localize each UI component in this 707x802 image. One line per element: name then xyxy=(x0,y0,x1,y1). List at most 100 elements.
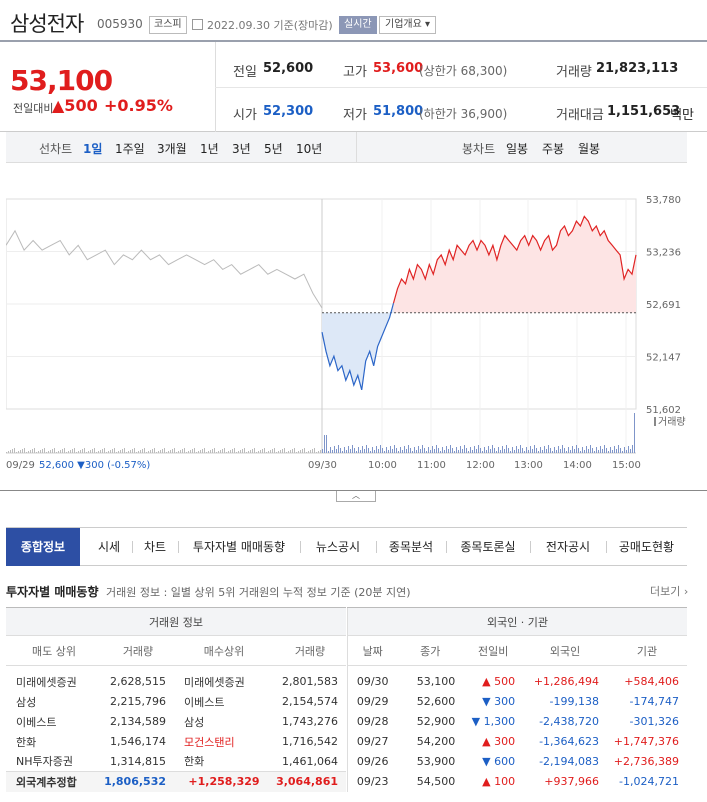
y-tick-label: 52,691 xyxy=(646,300,681,311)
volume-bar xyxy=(14,448,15,453)
company-overview-dropdown[interactable]: 기업개요 ▾ xyxy=(379,16,436,34)
volume-bar xyxy=(124,448,125,453)
volume-bar xyxy=(322,449,323,453)
realtime-button[interactable]: 실시간 xyxy=(339,16,377,34)
broker-table: 거래원 정보 매도 상위 거래량 매수상위 거래량 미래에셋증권 2,628,51… xyxy=(6,607,346,792)
period-1y-tab[interactable]: 1년 xyxy=(200,142,219,156)
volume-bar xyxy=(204,448,205,453)
volume-bar xyxy=(612,450,613,453)
volume-bar xyxy=(590,445,591,453)
current-price: 53,100 xyxy=(10,64,113,97)
volume-bar xyxy=(112,449,113,453)
chart-period-bar: 선차트 1일 1주일 3개월 1년 3년 5년 10년 봉차트 일봉 주봉 월봉 xyxy=(6,132,687,163)
tab-chart[interactable]: 차트 xyxy=(143,540,167,554)
period-5y-tab[interactable]: 5년 xyxy=(264,142,283,156)
more-link[interactable]: 더보기 › xyxy=(650,585,689,598)
volume-bar xyxy=(430,450,431,453)
volume-bar xyxy=(438,448,439,453)
sell-broker[interactable]: 한화 xyxy=(16,735,37,749)
x-tick-label: 11:00 xyxy=(417,460,446,471)
volume-bar xyxy=(622,451,623,453)
buy-volume: 1,716,542 xyxy=(282,735,338,748)
period-1d-tab[interactable]: 1일 xyxy=(83,142,103,156)
volume-bar xyxy=(314,448,315,453)
sell-broker[interactable]: 삼성 xyxy=(16,695,37,709)
period-3m-tab[interactable]: 3개월 xyxy=(157,142,187,156)
divider xyxy=(446,541,447,553)
volume-bar xyxy=(554,447,555,453)
volume-bar xyxy=(48,451,49,453)
candle-weekly-tab[interactable]: 주봉 xyxy=(542,142,565,156)
buy-broker[interactable]: 모건스탠리 xyxy=(184,735,235,749)
tab-disclosure[interactable]: 전자공시 xyxy=(545,540,591,554)
period-1w-tab[interactable]: 1주일 xyxy=(115,142,145,156)
volume-bar xyxy=(520,445,521,453)
collapse-chevron-icon[interactable]: ︿ xyxy=(336,491,376,502)
volume-bar xyxy=(20,450,21,453)
prev-close-value: 52,600 xyxy=(263,61,314,76)
tab-news[interactable]: 뉴스공시 xyxy=(315,540,361,554)
foreign-total-label: 외국계추정합 xyxy=(6,771,102,792)
volume-bar xyxy=(242,449,243,453)
high-value: 53,600 xyxy=(373,61,424,76)
sell-broker[interactable]: NH투자증권 xyxy=(16,755,73,769)
row-change: ▲ 100 xyxy=(482,775,516,788)
volume-bar xyxy=(172,449,173,453)
volume-bar xyxy=(480,448,481,453)
divider xyxy=(300,541,301,553)
volume-bar xyxy=(538,451,539,453)
lower-limit: (하한가 36,900) xyxy=(419,107,508,121)
volume-bar xyxy=(98,451,99,453)
volume-bar xyxy=(450,445,451,453)
row-change: ▼ 1,300 xyxy=(471,715,516,728)
period-10y-tab[interactable]: 10년 xyxy=(296,142,323,156)
tab-investor-trend[interactable]: 투자자별 매매동향 xyxy=(192,540,286,554)
x-tick-label: 14:00 xyxy=(563,460,592,471)
volume-bar xyxy=(440,451,441,453)
tab-price[interactable]: 시세 xyxy=(97,540,121,554)
volume-bar xyxy=(552,451,553,453)
volume-bar xyxy=(542,450,543,453)
volume-bar xyxy=(130,450,131,453)
buy-broker[interactable]: 한화 xyxy=(184,755,205,769)
table-row: 09/23 54,500 ▲ 100 +937,966 -1,024,721 xyxy=(348,772,688,792)
volume-bar xyxy=(164,448,165,453)
tab-analysis[interactable]: 종목분석 xyxy=(388,540,434,554)
candle-daily-tab[interactable]: 일봉 xyxy=(506,142,529,156)
volume-bar xyxy=(524,451,525,453)
prev-close-label: 전일 xyxy=(233,65,257,80)
volume-bar xyxy=(236,452,237,453)
volume-bar xyxy=(74,448,75,453)
row-foreign: +937,966 xyxy=(544,775,600,788)
volume-bar xyxy=(598,450,599,453)
tab-summary[interactable]: 종합정보 xyxy=(6,528,80,566)
volume-bar xyxy=(432,446,433,453)
row-foreign: -2,194,083 xyxy=(539,755,600,768)
period-3y-tab[interactable]: 3년 xyxy=(232,142,251,156)
volume-bar xyxy=(262,449,263,453)
volume-bar xyxy=(618,445,619,453)
candle-monthly-tab[interactable]: 월봉 xyxy=(578,142,601,156)
table-row: NH투자증권 1,314,815 한화 1,461,064 xyxy=(6,752,346,772)
tab-short-selling[interactable]: 공매도현황 xyxy=(618,540,675,554)
buy-broker[interactable]: 미래에셋증권 xyxy=(184,675,245,689)
volume-bar xyxy=(64,448,65,453)
volume-bar xyxy=(478,445,479,453)
volume-bar xyxy=(486,450,487,453)
tab-discussion[interactable]: 종목토론실 xyxy=(460,540,516,554)
volume-label: 거래량 xyxy=(658,416,686,428)
buy-broker[interactable]: 삼성 xyxy=(184,715,205,729)
volume-bar xyxy=(460,446,461,453)
volume-bar xyxy=(412,451,413,453)
volume-bar xyxy=(268,451,269,453)
table-row: 09/27 54,200 ▲ 300 -1,364,623 +1,747,376 xyxy=(348,732,688,752)
volume-bar xyxy=(522,448,523,453)
sell-broker[interactable]: 이베스트 xyxy=(16,715,57,729)
volume-bar xyxy=(250,450,251,453)
volume-bar xyxy=(418,446,419,453)
broker-group-header: 거래원 정보 xyxy=(6,607,346,636)
sell-broker[interactable]: 미래에셋증권 xyxy=(16,675,77,689)
buy-broker[interactable]: 이베스트 xyxy=(184,695,225,709)
row-close: 53,900 xyxy=(416,755,456,768)
volume-bar xyxy=(448,449,449,453)
